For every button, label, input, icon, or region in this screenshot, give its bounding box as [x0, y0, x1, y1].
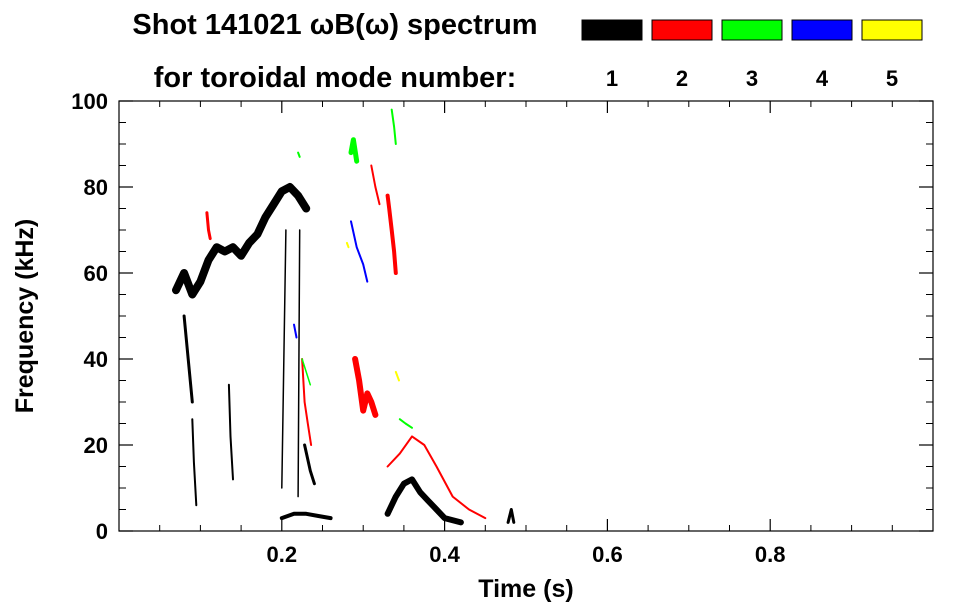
- x-tick-label: 0.2: [267, 542, 298, 567]
- legend-swatch-mode-1: [581, 19, 643, 41]
- legend-swatch-mode-5: [861, 19, 923, 41]
- y-tick-label: 60: [84, 261, 108, 286]
- mode-legend: 1 2 3 4 5: [581, 19, 923, 91]
- y-tick-label: 20: [84, 433, 108, 458]
- y-tick-label: 40: [84, 347, 108, 372]
- legend-swatch-mode-3: [721, 19, 783, 41]
- trace-mode-1-1: [182, 314, 194, 404]
- x-tick-label: 0.4: [429, 542, 460, 567]
- trace-mode-2-5: [370, 164, 381, 206]
- trace-mode-1-5: [297, 229, 301, 498]
- spectrum-data: [172, 108, 516, 526]
- x-axis-title: Time (s): [478, 575, 573, 603]
- plot-frame: [118, 100, 934, 532]
- legend-label-mode-5: 5: [886, 66, 898, 91]
- trace-mode-2-1: [301, 358, 313, 446]
- trace-mode-2-2: [352, 356, 379, 418]
- trace-mode-1-3: [227, 383, 234, 481]
- trace-mode-1-7: [279, 511, 333, 521]
- trace-mode-3-4: [301, 358, 312, 386]
- legend-label-mode-1: 1: [606, 66, 618, 91]
- legend-label-mode-2: 2: [676, 66, 688, 91]
- legend-swatch-mode-4: [791, 19, 853, 41]
- trace-mode-5-1: [345, 241, 350, 249]
- trace-mode-3-3: [297, 151, 301, 158]
- trace-mode-1-8: [384, 476, 464, 526]
- trace-mode-2-3: [386, 435, 487, 520]
- trace-mode-1-4: [281, 229, 287, 489]
- x-tick-label: 0.8: [755, 542, 786, 567]
- trace-mode-1-6: [303, 443, 316, 486]
- plot-area: 0.2 0.4 0.6 0.8 0 20 40 60 80 100: [71, 89, 934, 567]
- trace-mode-3-1: [390, 108, 397, 145]
- trace-mode-4-0: [350, 220, 369, 283]
- chart-title-line2: for toroidal mode number:: [154, 62, 517, 94]
- legend-label-mode-4: 4: [816, 66, 829, 91]
- y-axis-title: Frequency (kHz): [11, 219, 39, 413]
- y-tick-label: 0: [96, 519, 108, 544]
- chart-title-line1: Shot 141021 ωB(ω) spectrum: [132, 9, 537, 41]
- trace-mode-2-0: [205, 211, 212, 241]
- trace-mode-1-0: [172, 183, 311, 299]
- y-tick-label: 80: [84, 175, 108, 200]
- legend-swatch-mode-2: [651, 19, 713, 41]
- legend-label-mode-3: 3: [746, 66, 758, 91]
- trace-mode-1-2: [191, 418, 198, 507]
- trace-mode-3-2: [398, 418, 413, 429]
- x-tick-label: 0.6: [592, 542, 623, 567]
- y-tick-label: 100: [71, 89, 108, 114]
- axis-ticks: 0.2 0.4 0.6 0.8 0 20 40 60 80 100: [71, 89, 933, 567]
- trace-mode-5-0: [394, 370, 400, 382]
- trace-mode-4-1: [293, 323, 298, 339]
- trace-mode-1-9: [506, 508, 516, 524]
- trace-mode-2-4: [385, 193, 398, 275]
- trace-mode-3-0: [348, 137, 360, 164]
